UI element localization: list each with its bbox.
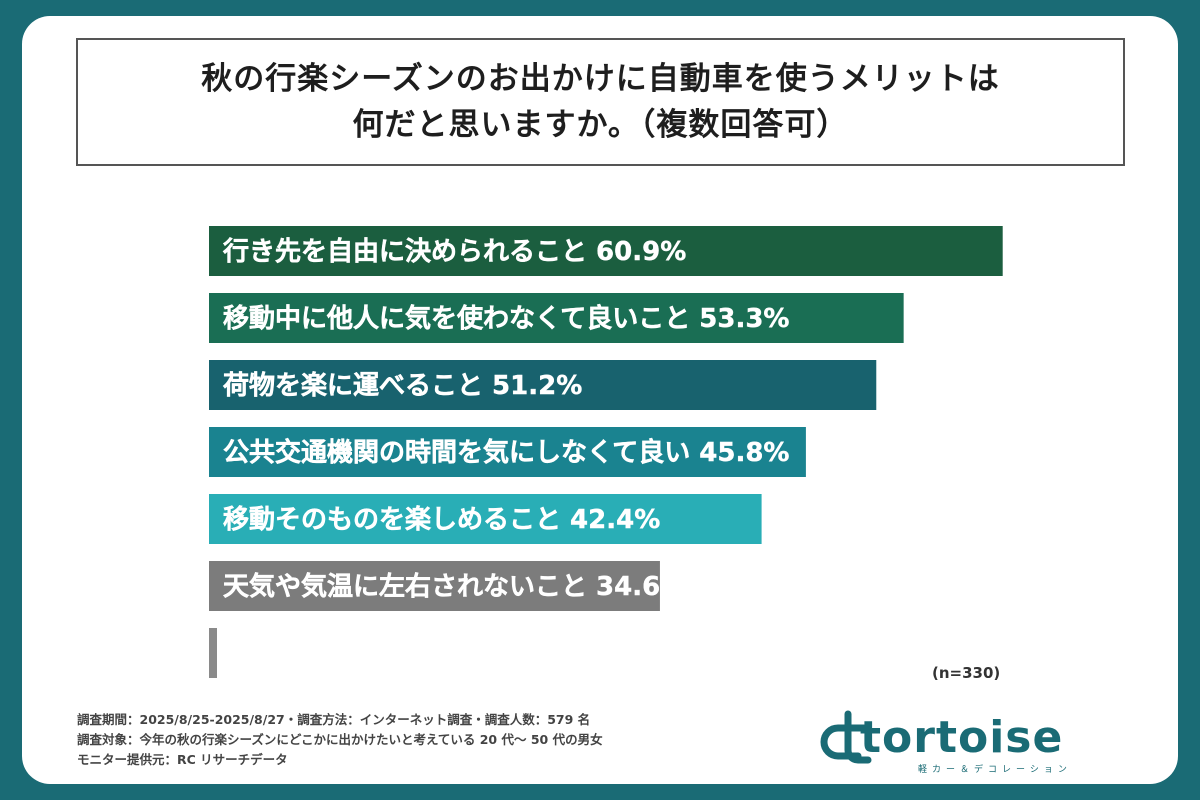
bar-label-6: その他 0.6% (223, 639, 382, 669)
logo-tagline: 軽カー＆デコレーション (918, 765, 1072, 775)
survey-notes: 調査期間：2025/8/25-2025/8/27・調査方法：インターネット調査・… (77, 710, 603, 770)
note-target: 調査対象：今年の秋の行楽シーズンにどこかに出かけたいと考えている 20 代〜 5… (77, 732, 603, 747)
tortoise-logo: tortoise 軽カー＆デコレーション (818, 706, 1128, 776)
bar-label-3: 公共交通機関の時間を気にしなくて良い 45.8% (223, 437, 789, 468)
logo-text: tortoise (860, 712, 1064, 763)
chart-title: 秋の行楽シーズンのお出かけに自動車を使うメリットは 何だと思いますか。（複数回答… (201, 56, 999, 148)
bar-label-2: 荷物を楽に運べること 51.2% (223, 371, 582, 401)
sample-size-label: (n=330) (932, 664, 1001, 682)
bar-label-0: 行き先を自由に決められること 60.9% (222, 236, 686, 267)
chart-title-line-2: 何だと思いますか。（複数回答可） (352, 107, 849, 143)
note-period: 調査期間：2025/8/25-2025/8/27・調査方法：インターネット調査・… (77, 712, 591, 727)
bar-label-1: 移動中に他人に気を使わなくて良いこと 53.3% (223, 303, 789, 334)
note-provider: モニター提供元：RC リサーチデータ (77, 752, 288, 767)
bar-0 (209, 226, 1003, 276)
chart-title-line-1: 秋の行楽シーズンのお出かけに自動車を使うメリットは (201, 61, 1000, 97)
bar-1 (209, 293, 904, 343)
title-box: 秋の行楽シーズンのお出かけに自動車を使うメリットは 何だと思いますか。（複数回答… (76, 38, 1125, 166)
bar-label-5: 天気や気温に左右されないこと 34.6% (223, 571, 686, 602)
bar-3 (209, 427, 806, 477)
bar-label-4: 移動そのものを楽しめること 42.4% (223, 505, 660, 535)
bar-5 (209, 561, 660, 611)
bar-6 (209, 628, 217, 678)
bar-4 (209, 494, 762, 544)
logo-mark-icon (820, 710, 872, 764)
bar-2 (209, 360, 877, 410)
